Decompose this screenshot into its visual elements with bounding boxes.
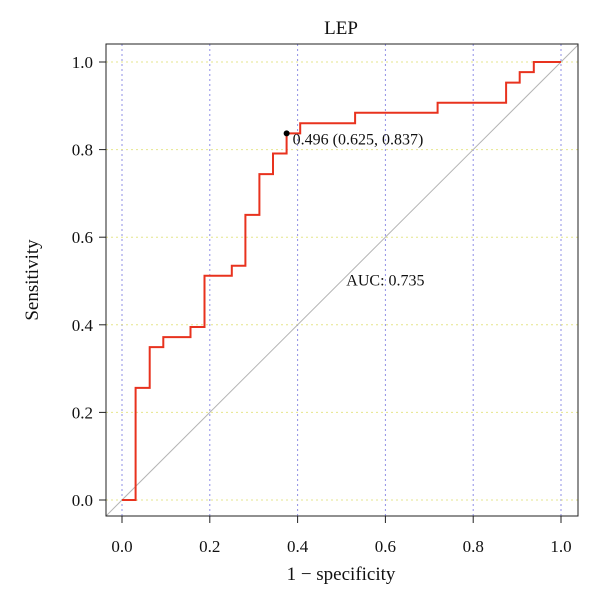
y-axis-label: Sensitivity [22, 239, 43, 321]
x-axis: 0.0 0.2 0.4 0.6 0.8 1.0 [111, 516, 572, 556]
x-tick-label: 0.0 [111, 537, 132, 556]
reference-diagonal [105, 44, 579, 517]
auc-label: AUC: 0.735 [346, 272, 424, 289]
x-tick-label: 0.6 [375, 537, 396, 556]
chart-title: LEP [324, 18, 358, 39]
plot-frame [105, 43, 579, 517]
y-tick-label: 0.0 [72, 491, 93, 510]
x-tick-label: 1.0 [550, 537, 571, 556]
threshold-label: 0.496 (0.625, 0.837) [293, 131, 424, 148]
y-tick-label: 0.2 [72, 403, 93, 422]
y-tick-label: 0.4 [72, 316, 94, 335]
x-axis-label: 1 − specificity [287, 564, 396, 585]
threshold-point [283, 130, 290, 137]
x-tick-label: 0.4 [287, 537, 309, 556]
y-tick-label: 0.6 [72, 228, 93, 247]
y-tick-label: 1.0 [72, 53, 93, 72]
y-tick-label: 0.8 [72, 141, 93, 160]
x-tick-label: 0.8 [463, 537, 484, 556]
x-tick-label: 0.2 [199, 537, 220, 556]
y-axis: 0.0 0.2 0.4 0.6 0.8 1.0 [72, 53, 106, 510]
roc-curve [122, 61, 561, 501]
grid [106, 44, 578, 516]
